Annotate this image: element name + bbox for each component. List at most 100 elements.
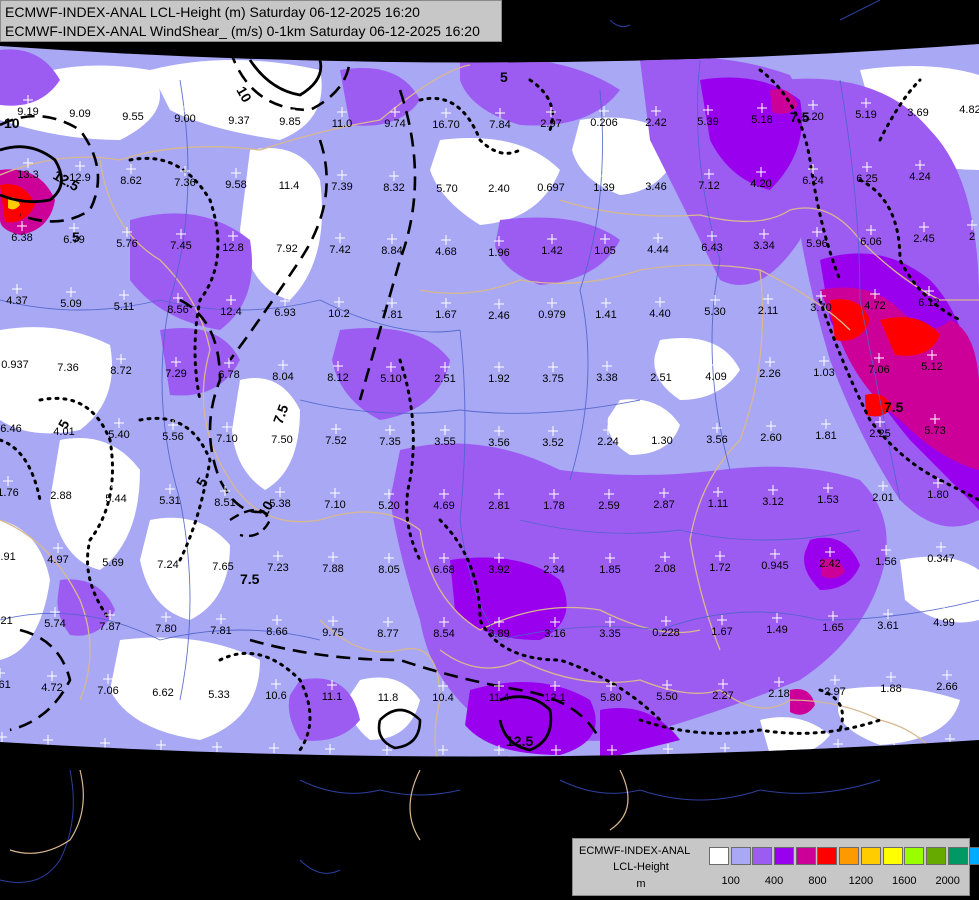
station-cross-icon [889, 736, 899, 746]
station-cross-icon [119, 290, 129, 300]
station-value: 9.58 [225, 179, 246, 191]
station-cross-icon [12, 284, 22, 294]
station-value: 8.04 [272, 371, 293, 383]
legend-swatch [882, 847, 903, 865]
station-cross-icon [967, 220, 977, 230]
station-value: 2.51 [650, 372, 671, 384]
station-cross-icon [757, 103, 767, 113]
station-value: 5.20 [802, 111, 823, 123]
station-cross-icon [913, 96, 923, 106]
station-cross-icon [549, 553, 559, 563]
station-cross-icon [284, 169, 294, 179]
legend-swatch [752, 847, 773, 865]
station-value: 3.35 [599, 628, 620, 640]
station-value: 8.32 [383, 182, 404, 194]
station-value: 5.50 [656, 691, 677, 703]
station-cross-icon [105, 610, 115, 620]
legend-tick-label: 800 [808, 875, 827, 887]
station-cross-icon [327, 680, 337, 690]
station-value: 7.88 [322, 563, 343, 575]
station-value: 4.01 [53, 426, 74, 438]
station-value: 10.2 [488, 756, 509, 768]
station-cross-icon [387, 298, 397, 308]
legend-model: ECMWF-INDEX-ANAL [579, 845, 691, 857]
station-value: 5.73 [924, 425, 945, 437]
station-value: 7.92 [276, 243, 297, 255]
station-value: 5.19 [855, 109, 876, 121]
station-cross-icon [655, 297, 665, 307]
station-value: 13.3 [17, 169, 38, 181]
station-value: 1.05 [594, 245, 615, 257]
station-cross-icon [171, 357, 181, 367]
station-value: 8.77 [377, 628, 398, 640]
station-cross-icon [275, 487, 285, 497]
station-value: 11.0 [332, 118, 353, 130]
station-value: 4.09 [705, 371, 726, 383]
station-cross-icon [387, 234, 397, 244]
station-cross-icon [158, 676, 168, 686]
station-cross-icon [756, 167, 766, 177]
station-cross-icon [277, 423, 287, 433]
station-cross-icon [126, 164, 136, 174]
station-cross-icon [812, 227, 822, 237]
station-cross-icon [494, 426, 504, 436]
station-cross-icon [23, 158, 33, 168]
station-value: 12.9 [69, 172, 90, 184]
station-value: 7.24 [157, 559, 178, 571]
station-value: 5.11 [114, 301, 135, 313]
color-legend: ECMWF-INDEX-ANAL LCL-Height m 100 400 800 1… [572, 838, 979, 896]
station-value: 1.39 [593, 182, 614, 194]
station-cross-icon [494, 489, 504, 499]
station-cross-icon [108, 546, 118, 556]
station-cross-icon [763, 294, 773, 304]
station-cross-icon [0, 668, 5, 678]
station-value: 7.65 [212, 561, 233, 573]
station-value: 1.41 [595, 309, 616, 321]
station-value: 7.06 [97, 685, 118, 697]
station-cross-icon [601, 298, 611, 308]
station-cross-icon [441, 298, 451, 308]
station-value: 6.93 [274, 307, 295, 319]
station-cross-icon [180, 102, 190, 112]
station-cross-icon [711, 360, 721, 370]
station-value: 1.56 [875, 556, 896, 568]
station-cross-icon [212, 742, 222, 752]
station-cross-icon [330, 488, 340, 498]
station-cross-icon [385, 425, 395, 435]
station-cross-icon [703, 105, 713, 115]
station-cross-icon [383, 617, 393, 627]
station-cross-icon [942, 670, 952, 680]
station-value: 0.945 [761, 560, 789, 572]
legend-tick-label: 2000 [935, 875, 960, 887]
station-value: 2.01 [872, 492, 893, 504]
station-value: 0.937 [1, 359, 29, 371]
station-value: 3.34 [753, 240, 774, 252]
station-cross-icon [819, 356, 829, 366]
station-cross-icon [883, 609, 893, 619]
legend-unit: m [636, 878, 646, 890]
station-cross-icon [546, 107, 556, 117]
station-cross-icon [334, 297, 344, 307]
station-value: 6.38 [11, 232, 32, 244]
station-value: 0.228 [652, 627, 680, 639]
station-cross-icon [438, 681, 448, 691]
station-value: 2.40 [488, 183, 509, 195]
station-cross-icon [602, 361, 612, 371]
station-value: 7.84 [489, 119, 510, 131]
station-cross-icon [59, 415, 69, 425]
station-value: 6.62 [152, 687, 173, 699]
station-value: 7.10 [324, 499, 345, 511]
station-value: 2.42 [645, 117, 666, 129]
station-value: 7.50 [271, 434, 292, 446]
station-value: 4.20 [750, 178, 771, 190]
station-cross-icon [23, 95, 33, 105]
station-value: 5.61 [0, 679, 11, 691]
station-cross-icon [389, 171, 399, 181]
station-cross-icon [218, 550, 228, 560]
station-value: 10.2 [328, 308, 349, 320]
station-value: 1.49 [766, 624, 787, 636]
station-cross-icon [111, 482, 121, 492]
station-value: 3.69 [907, 107, 928, 119]
station-cross-icon [707, 231, 717, 241]
station-value: 5.38 [269, 498, 290, 510]
